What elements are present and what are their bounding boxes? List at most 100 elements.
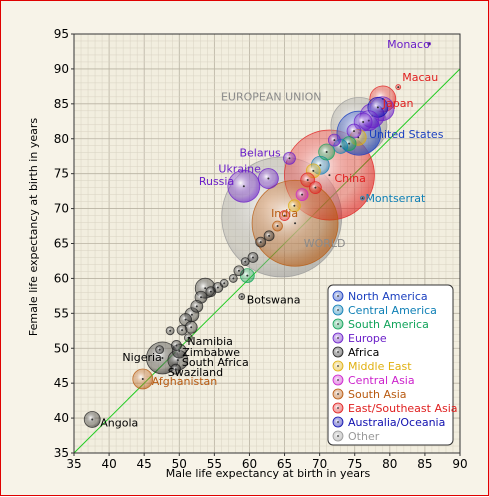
bubble-center-dot: [348, 142, 351, 145]
y-tick-label: 35: [54, 446, 69, 460]
bubble-center-dot: [397, 86, 400, 89]
label-belarus: Belarus: [239, 146, 281, 159]
y-tick-label: 80: [54, 132, 69, 146]
y-tick-label: 85: [54, 97, 69, 111]
y-tick-label: 45: [54, 376, 69, 390]
bubble-center-dot: [328, 174, 331, 177]
legend-entry-central-asia: Central Asia: [348, 374, 415, 387]
bubble-center-dot: [251, 256, 254, 259]
label-montserrat: Montserrat: [365, 192, 426, 205]
legend-entry-australia-oceania: Australia/Oceania: [348, 416, 445, 429]
bubble-center-dot: [216, 286, 219, 289]
legend-entry-central-america: Central America: [348, 304, 437, 317]
x-tick-label: 55: [207, 457, 222, 471]
legend-entry-south-america: South America: [348, 318, 429, 331]
bubble-center-dot: [232, 277, 235, 280]
bubble-center-dot: [174, 368, 177, 371]
bubble-center-dot: [376, 106, 379, 109]
bubble-center-dot: [195, 305, 198, 308]
legend-swatch-dot: [337, 337, 339, 339]
bubble-center-dot: [158, 348, 161, 351]
legend-swatch-dot: [337, 393, 339, 395]
bubble-center-dot: [176, 359, 179, 362]
legend-entry-africa: Africa: [348, 346, 379, 359]
x-tick-label: 40: [101, 457, 116, 471]
y-axis-label: Female life expectancy at birth in years: [27, 118, 40, 336]
label-united-states: United States: [369, 128, 444, 141]
legend-entry-middle-east: Middle East: [348, 360, 412, 373]
bubble-center-dot: [91, 418, 94, 421]
x-tick-label: 60: [242, 457, 257, 471]
bubble-center-dot: [362, 120, 365, 123]
legend-swatch-dot: [337, 435, 339, 437]
y-tick-label: 90: [54, 62, 69, 76]
x-tick-label: 90: [452, 457, 467, 471]
label-european-union: EUROPEAN UNION: [221, 90, 322, 103]
x-axis-label: Male life expectancy at birth in years: [166, 467, 371, 480]
bubble-center-dot: [161, 357, 164, 360]
bubble-center-dot: [204, 287, 207, 290]
label-south-africa: South Africa: [182, 356, 249, 369]
bubble-center-dot: [339, 145, 342, 148]
label-swaziland: Swaziland: [168, 366, 223, 379]
bubble-center-dot: [190, 326, 193, 329]
bubble-center-dot: [333, 139, 336, 142]
bubble-center-dot: [306, 178, 309, 181]
y-tick-label: 40: [54, 411, 69, 425]
label-zimbabwe: Zimbabwe: [182, 346, 240, 359]
bubble-center-dot: [294, 222, 297, 225]
bubble-center-dot: [187, 336, 190, 339]
label-world: WORLD: [304, 237, 346, 250]
bubble-center-dot: [242, 185, 245, 188]
label-nigeria: Nigeria: [122, 351, 161, 364]
bubble-center-dot: [353, 130, 356, 133]
bubble-center-dot: [178, 350, 181, 353]
bubble-center-dot: [312, 169, 315, 172]
label-china: China: [334, 172, 365, 185]
bubble-center-dot: [200, 296, 203, 299]
bubble-center-dot: [141, 377, 144, 380]
label-japan: Japan: [382, 97, 414, 110]
legend-box: [327, 284, 454, 446]
legend-entry-other: Other: [348, 430, 380, 443]
label-india: India: [271, 207, 298, 220]
y-tick-label: 50: [54, 341, 69, 355]
legend-entry-east-southeast-asia: East/Southeast Asia: [348, 402, 458, 415]
bubble-center-dot: [169, 329, 172, 332]
bubble-center-dot: [223, 282, 226, 285]
x-tick-label: 75: [347, 457, 362, 471]
legend-swatch-dot: [337, 295, 339, 297]
legend-swatch-dot: [337, 407, 339, 409]
x-tick-label: 45: [137, 457, 152, 471]
x-tick-label: 50: [172, 457, 187, 471]
label-russia: Russia: [199, 175, 234, 188]
bubble-center-dot: [181, 329, 184, 332]
label-botswana: Botswana: [247, 294, 301, 307]
bubble-center-dot: [325, 151, 328, 154]
legend-swatch-dot: [337, 365, 339, 367]
label-namibia: Namibia: [187, 335, 233, 348]
bubble-center-dot: [244, 260, 247, 263]
bubble-center-dot: [361, 197, 364, 200]
y-tick-label: 70: [54, 202, 69, 216]
bubble-center-dot: [301, 193, 304, 196]
bubble-center-dot: [209, 290, 212, 293]
bubble-center-dot: [288, 157, 291, 160]
bubble-center-dot: [240, 295, 243, 298]
bubble-center-dot: [428, 42, 431, 45]
label-macau: Macau: [402, 71, 438, 84]
x-tick-label: 80: [382, 457, 397, 471]
legend-swatch-dot: [337, 323, 339, 325]
x-tick-label: 35: [66, 457, 81, 471]
bubble-center-dot: [314, 186, 317, 189]
bubble-center-dot: [268, 234, 271, 237]
bubble-center-dot: [267, 177, 270, 180]
legend-entry-south-asia: South Asia: [348, 388, 407, 401]
legend-swatch-dot: [337, 379, 339, 381]
legend-swatch-dot: [337, 421, 339, 423]
label-afghanistan: Afghanistan: [152, 375, 218, 388]
label-monaco: Monaco: [387, 38, 430, 51]
bubble-center-dot: [319, 164, 322, 167]
bubble-center-dot: [184, 318, 187, 321]
